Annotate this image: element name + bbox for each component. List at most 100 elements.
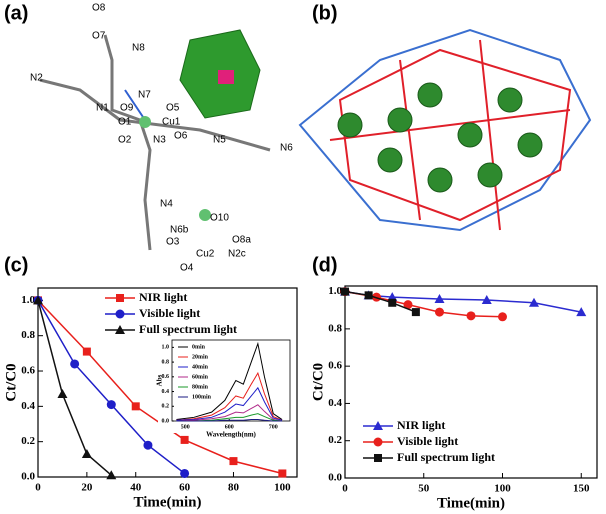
x-tick-label: 0: [342, 483, 348, 495]
series-line: [176, 419, 283, 422]
panel-label: (a): [4, 2, 28, 24]
legend-marker: [374, 454, 382, 462]
atom-label: N8: [132, 43, 145, 54]
x-tick-label: 500: [181, 424, 190, 430]
plot-frame: [37, 287, 298, 478]
series-line: [37, 300, 112, 476]
legend-marker: [116, 294, 124, 302]
y-tick-label: 0.0: [162, 418, 170, 424]
atom-label: N6: [280, 143, 293, 154]
y-axis-label: Ct/C0: [310, 363, 326, 401]
data-point: [403, 300, 413, 310]
x-tick-label: 600: [225, 424, 234, 430]
y-tick-label: 1.0: [21, 294, 35, 306]
data-point: [498, 312, 507, 322]
data-point: [364, 291, 373, 300]
y-tick-label: 0.8: [328, 322, 342, 334]
data-point: [33, 295, 43, 305]
data-point: [70, 359, 80, 369]
x-tick-label: 700: [269, 424, 278, 430]
atom-label: O3: [166, 237, 180, 248]
data-point: [143, 440, 153, 450]
legend-label: 20min: [192, 354, 209, 360]
data-point: [466, 311, 476, 321]
atom-label: N2: [30, 73, 43, 84]
x-tick-label: 100: [274, 482, 291, 494]
data-point: [576, 307, 587, 317]
legend-label: NIR light: [139, 290, 187, 304]
atom-label: N6b: [170, 225, 189, 236]
y-tick-label: 0.2: [328, 434, 342, 446]
y-tick-label: 0.6: [21, 365, 35, 377]
y-tick-label: 1.0: [162, 345, 170, 351]
legend-label: NIR light: [397, 418, 445, 432]
data-point: [81, 449, 92, 459]
series-line: [176, 371, 283, 421]
series-line: [344, 290, 582, 313]
framework-drawing: [298, 28, 592, 232]
series-line: [176, 341, 283, 421]
y-tick-label: 0.2: [21, 435, 35, 447]
atom-label: O8: [92, 3, 106, 14]
series-line: [176, 404, 283, 422]
data-point: [411, 308, 420, 317]
y-tick-label: 0.6: [162, 374, 170, 380]
x-tick-label: 20: [81, 482, 93, 494]
y-tick-label: 0.0: [328, 472, 342, 484]
atom-label: N1: [96, 103, 109, 114]
atom-label: Cu2: [196, 249, 215, 260]
data-point: [82, 347, 91, 356]
x-tick-label: 60: [179, 482, 191, 494]
data-point: [57, 388, 68, 398]
atom-label: O4: [180, 263, 194, 274]
x-tick-label: 40: [130, 482, 142, 494]
x-tick-label: 100: [494, 483, 511, 495]
legend-label: 80min: [192, 384, 209, 390]
data-point: [341, 287, 349, 296]
atom-label: O8a: [232, 235, 251, 246]
structure-drawing: [39, 29, 271, 251]
atom-label: O6: [174, 131, 188, 142]
y-tick-label: 0.2: [162, 404, 170, 410]
data-point: [131, 402, 140, 411]
data-point: [229, 457, 238, 466]
y-tick-label: 0.8: [21, 329, 35, 341]
atom-label: Cu1: [162, 117, 181, 128]
plot-frame: [344, 285, 598, 479]
x-axis-label: Time(min): [133, 494, 201, 510]
y-tick-label: 1.0: [328, 285, 342, 297]
atom-label: O9: [120, 103, 134, 114]
x-axis-label: Time(min): [437, 495, 505, 511]
legend-label: 40min: [192, 364, 209, 370]
legend-label: 60min: [192, 374, 209, 380]
panel-label: (d): [312, 254, 338, 276]
series-line: [344, 290, 417, 313]
data-point: [435, 307, 444, 317]
legend-label: Full spectrum light: [397, 450, 495, 464]
legend-label: Visible light: [139, 306, 200, 320]
data-point: [180, 435, 189, 444]
data-point: [278, 469, 287, 478]
legend-marker: [373, 437, 383, 447]
plot-frame: [171, 339, 291, 422]
data-point: [529, 297, 539, 307]
atom-label: N7: [138, 90, 151, 101]
y-tick-label: 0.4: [328, 397, 342, 409]
legend-label: 0min: [192, 344, 206, 350]
y-tick-label: 0.6: [328, 360, 342, 372]
legend-marker: [373, 421, 383, 430]
data-point: [106, 470, 117, 480]
legend-marker: [115, 309, 125, 319]
atom-label: O10: [210, 213, 229, 224]
legend-marker: [115, 325, 125, 334]
inset-background: [158, 336, 294, 433]
y-axis-label: Ct/C0: [3, 363, 19, 401]
x-tick-label: 50: [418, 483, 430, 495]
data-point: [388, 298, 397, 307]
atom-label: O2: [118, 135, 132, 146]
atom-label: O1: [118, 117, 132, 128]
legend-label: 100min: [192, 394, 212, 400]
data-point: [106, 400, 116, 410]
panel-label: (b): [312, 2, 338, 24]
